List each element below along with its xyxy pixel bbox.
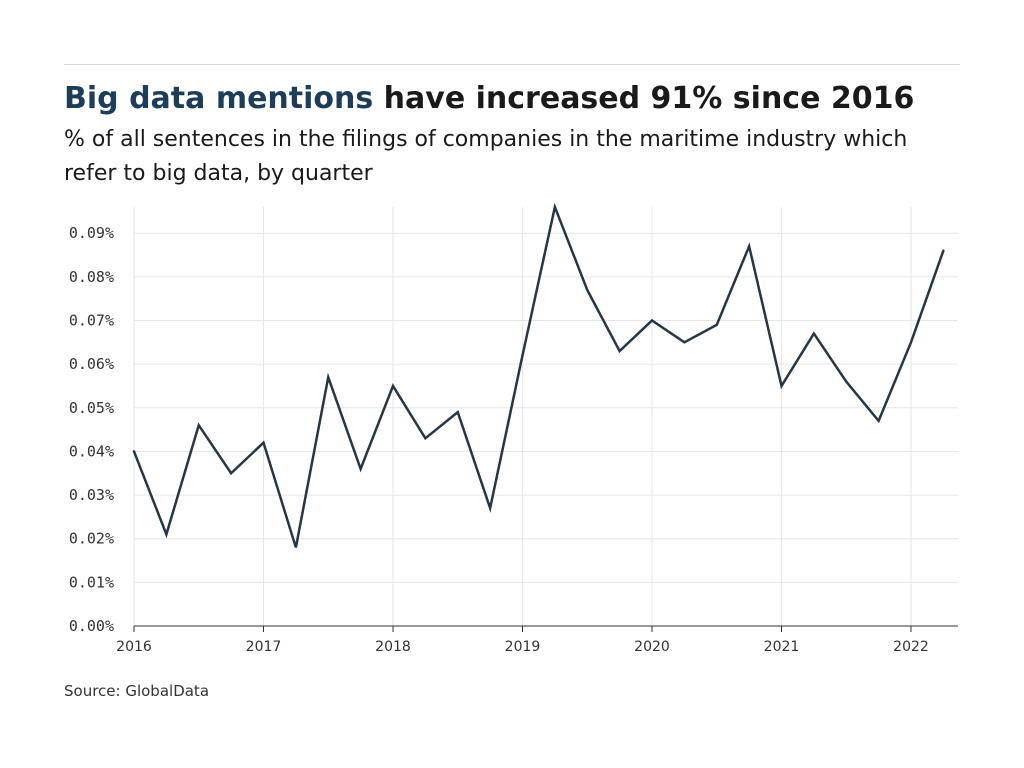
source-note: Source: GlobalData — [64, 682, 210, 700]
y-tick-label: 0.03% — [69, 486, 114, 504]
y-tick-label: 0.08% — [69, 268, 114, 286]
x-tick-label: 2017 — [246, 639, 282, 655]
y-tick-label: 0.01% — [69, 573, 114, 591]
chart-subtitle: % of all sentences in the filings of com… — [64, 127, 908, 186]
y-tick-label: 0.05% — [69, 399, 114, 417]
grid-layer — [133, 207, 958, 627]
y-tick-label: 0.06% — [69, 355, 114, 373]
series-line — [132, 202, 945, 548]
y-tick-label: 0.04% — [69, 442, 114, 460]
y-tick-label: 0.02% — [69, 530, 114, 548]
title-highlight: Big data mentions — [64, 81, 374, 116]
top-rule — [64, 64, 960, 65]
y-tick-label: 0.07% — [69, 311, 114, 329]
title-rest: have increased 91% since 2016 — [373, 81, 915, 116]
axis-layer: 0.00% 0.01% 0.02% 0.03% 0.04% 0.05% 0.06% 0.07%… — [69, 224, 958, 655]
line-layer — [132, 202, 945, 548]
x-tick-label: 2020 — [634, 639, 670, 655]
chart-title: Big data mentions have increased 91% sin… — [64, 80, 914, 118]
x-tick-label: 2018 — [375, 639, 411, 655]
x-tick-label: 2019 — [505, 639, 541, 655]
y-tick-label: 0.09% — [69, 224, 114, 242]
y-tick-label: 0.00% — [69, 617, 114, 635]
x-tick-label: 2022 — [893, 639, 929, 655]
x-tick-label: 2016 — [116, 639, 152, 655]
x-tick-label: 2021 — [764, 639, 800, 655]
